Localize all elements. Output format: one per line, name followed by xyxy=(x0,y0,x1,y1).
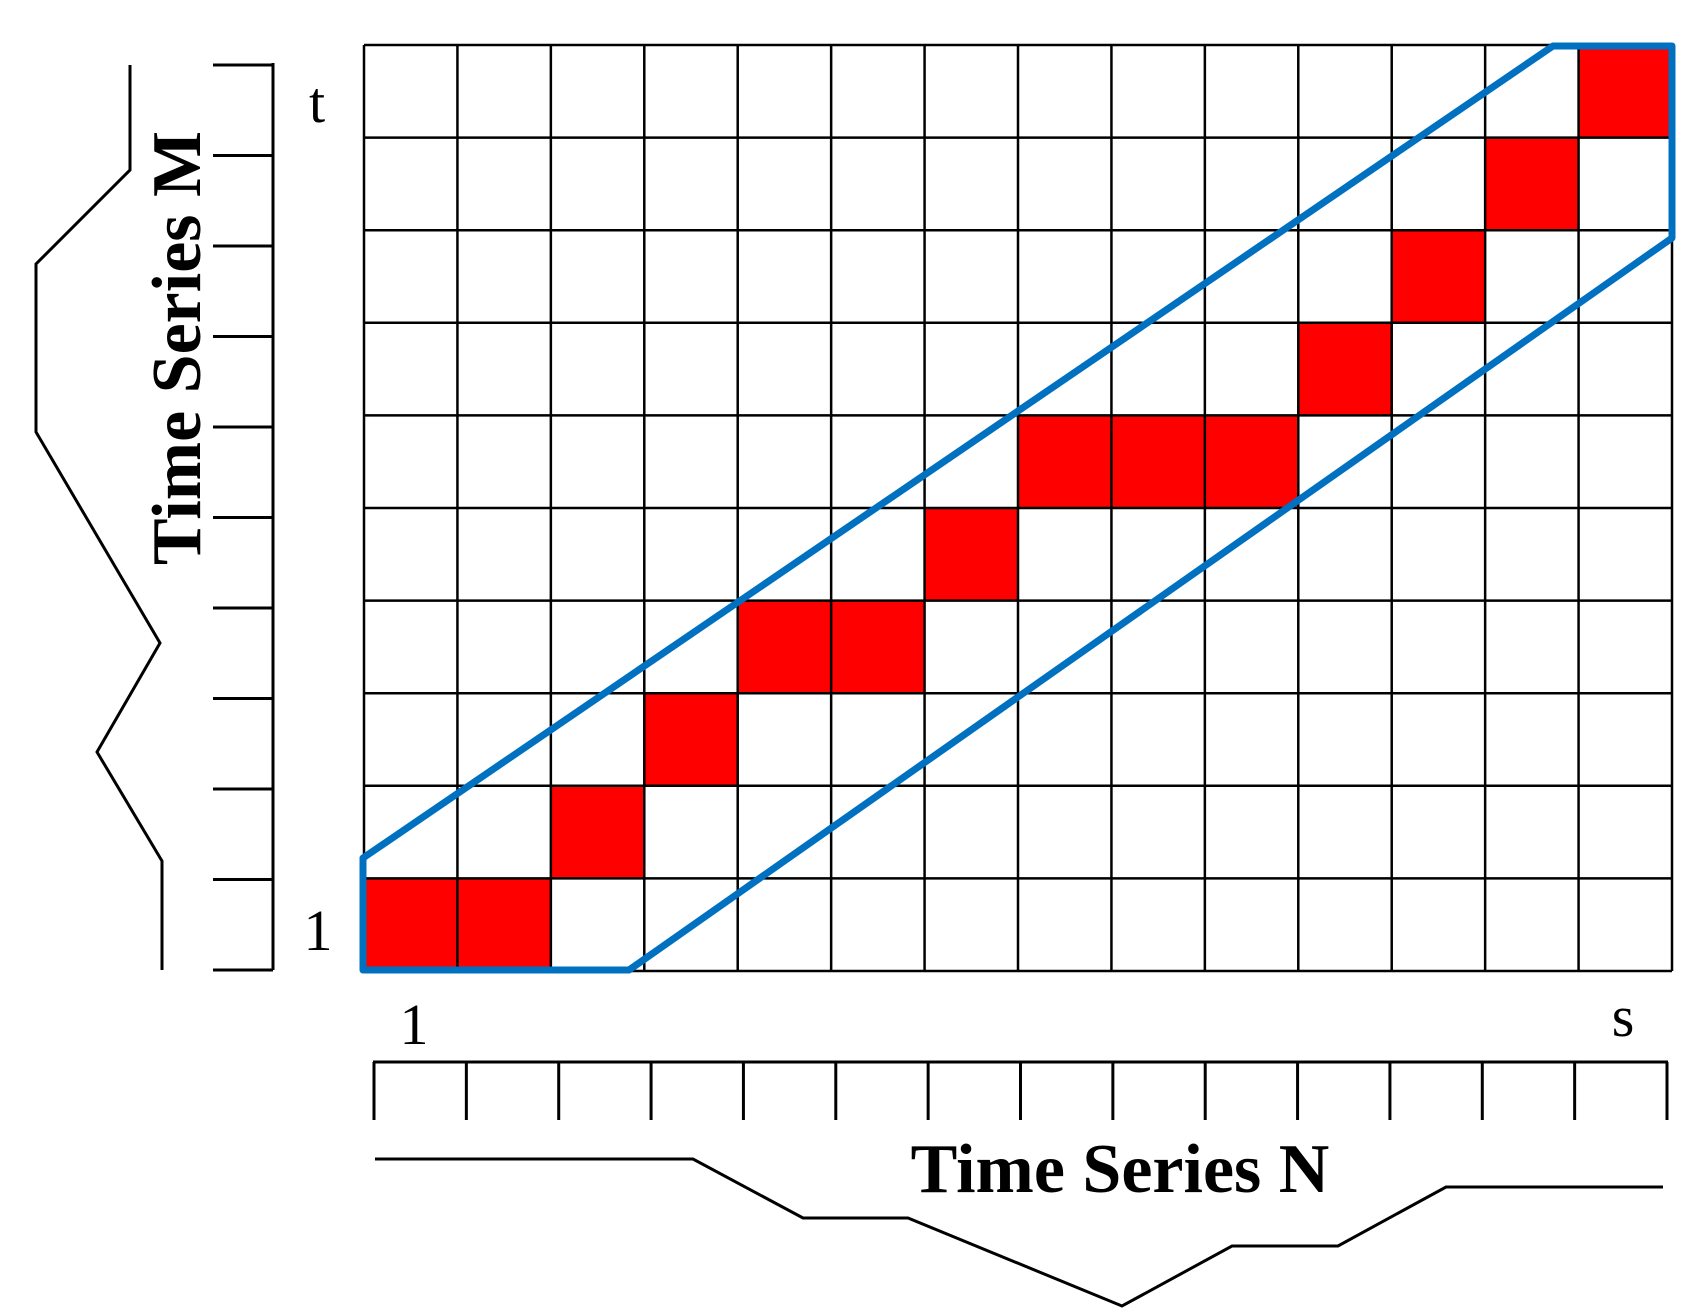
warping-path-cell xyxy=(1298,322,1392,416)
warping-path-cell xyxy=(831,600,925,694)
x-axis-start-label: 1 xyxy=(400,992,429,1057)
time-series-n-waveform xyxy=(375,1157,1663,1308)
warping-path-cell xyxy=(1018,415,1112,508)
warping-path-cell xyxy=(457,878,551,971)
time-series-m-graphic xyxy=(34,63,275,972)
warping-path-cell xyxy=(1391,230,1486,323)
x-axis-title: Time Series N xyxy=(911,1131,1330,1208)
warping-path-cell xyxy=(1578,45,1672,138)
warping-path-cell xyxy=(737,600,832,694)
warping-path-cell xyxy=(1204,415,1299,508)
warping-path-cell xyxy=(1111,415,1205,508)
warping-path-cell xyxy=(550,785,645,879)
x-axis-end-label: s xyxy=(1612,984,1635,1049)
time-series-m-waveform xyxy=(34,65,164,970)
warping-window-band xyxy=(359,42,1676,974)
y-axis-start-label: 1 xyxy=(304,898,333,963)
time-series-n-graphic xyxy=(372,1060,1669,1308)
warping-path-cell xyxy=(364,878,458,971)
warping-path-cell xyxy=(924,508,1018,601)
warping-path-cell xyxy=(1485,137,1579,231)
y-axis-end-label: t xyxy=(309,70,325,135)
y-axis-title: Time Series M xyxy=(139,131,216,565)
warping-path-cell xyxy=(644,693,738,786)
warping-path xyxy=(364,45,1672,971)
time-series-n-ticks xyxy=(372,1062,1669,1120)
time-series-m-ticks xyxy=(213,63,273,972)
